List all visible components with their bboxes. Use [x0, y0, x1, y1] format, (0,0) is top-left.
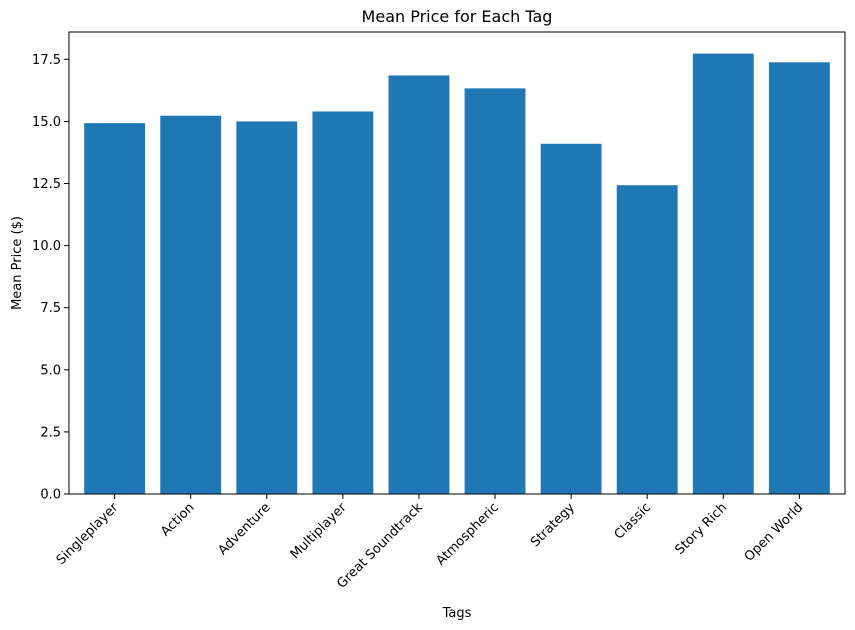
- y-tick-label: 2.5: [40, 425, 61, 440]
- x-tick-label: Action: [158, 500, 197, 539]
- y-tick-label: 10.0: [32, 239, 61, 254]
- y-axis: 0.0 2.5 5.0 7.5 10.0 12.5 15.0 17.5: [32, 53, 69, 503]
- y-tick-label: 5.0: [40, 363, 61, 378]
- bars-group: [84, 53, 830, 495]
- y-tick-label: 15.0: [32, 115, 61, 130]
- y-tick-label: 7.5: [40, 301, 61, 316]
- x-tick-label: Open World: [742, 500, 806, 564]
- y-tick-label: 12.5: [32, 177, 61, 192]
- bar-adventure: [236, 121, 298, 494]
- y-axis-title: Mean Price ($): [10, 216, 25, 310]
- x-tick-label: Atmospheric: [433, 500, 501, 568]
- bar-singleplayer: [84, 123, 146, 494]
- x-tick-label: Story Rich: [672, 500, 730, 558]
- bar-strategy: [540, 143, 602, 494]
- x-axis-title: Tags: [442, 606, 472, 621]
- x-tick-label: Singleplayer: [54, 500, 122, 568]
- bar-open-world: [768, 62, 830, 495]
- bar-story-rich: [692, 53, 754, 494]
- x-tick-label: Classic: [612, 500, 654, 542]
- plot-frame: [68, 31, 846, 495]
- bar-action: [160, 115, 222, 494]
- x-tick-label: Strategy: [528, 500, 578, 550]
- chart-title: Mean Price for Each Tag: [362, 7, 553, 26]
- bar-multiplayer: [312, 111, 374, 494]
- y-tick-label: 0.0: [40, 488, 61, 503]
- x-axis: Singleplayer Action Adventure MultiplayerGr…: [54, 494, 806, 592]
- bar-classic: [616, 185, 678, 495]
- x-tick-label: Great Soundtrack: [334, 500, 426, 592]
- y-tick-label: 17.5: [32, 53, 61, 68]
- bar-great-soundtrack: [388, 75, 450, 494]
- bar-atmospheric: [464, 88, 526, 494]
- x-tick-label: Multiplayer: [288, 500, 350, 562]
- x-tick-label: Adventure: [215, 500, 273, 558]
